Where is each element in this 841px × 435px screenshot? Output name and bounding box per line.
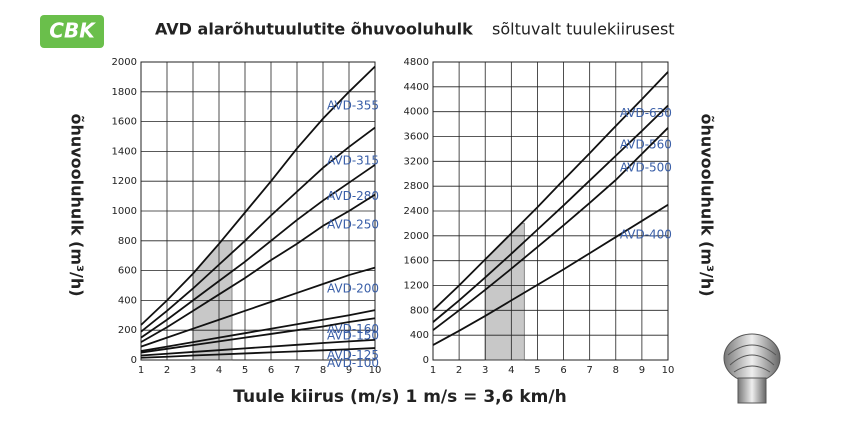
series-label: AVD-160 [327,322,379,336]
y-tick-label: 2000 [404,231,429,242]
x-tick-label: 10 [369,365,382,376]
x-tick-label: 3 [190,365,196,376]
series-label: AVD-560 [620,137,672,151]
series-line [140,65,376,326]
series-label: AVD-200 [327,282,379,296]
series-line [432,104,669,323]
x-tick-label: 4 [216,365,222,376]
series-line [140,126,376,333]
x-tick-label: 9 [346,365,352,376]
series-label: AVD-400 [620,227,672,241]
y-axis-label-right: õhuvooluhulk (m³/h) [698,113,717,296]
x-tick-label: 2 [164,365,170,376]
y-tick-label: 400 [118,295,137,306]
y-tick-label: 1200 [404,281,429,292]
series-line [140,317,376,354]
x-axis-label: Tuule kiirus (m/s) 1 m/s = 3,6 km/h [233,387,566,407]
series-line [432,127,669,331]
series-label: AVD-125 [327,348,379,362]
y-tick-label: 2400 [404,206,429,217]
series-line [140,193,376,343]
logo-text: CBK [49,19,96,43]
series-line [140,164,376,339]
series-line [432,71,669,311]
y-tick-label: 800 [410,305,429,316]
y-tick-label: 1200 [112,176,137,187]
y-tick-label: 3200 [404,156,429,167]
series-label: AVD-355 [327,98,379,112]
y-tick-label: 4800 [404,57,429,68]
series-label: AVD-630 [620,106,672,120]
x-tick-label: 6 [560,365,566,376]
x-tick-label: 10 [662,365,675,376]
title-rest: sõltuvalt tuulekiirusest [492,20,675,39]
series-label: AVD-500 [620,160,672,174]
logo: CBK [40,15,104,48]
y-tick-label: 0 [131,355,137,366]
series-label: AVD-315 [327,153,379,167]
series-line [140,347,376,359]
x-tick-label: 5 [534,365,540,376]
series-label: AVD-250 [327,218,379,232]
x-tick-label: 8 [320,365,326,376]
y-tick-label: 3600 [404,132,429,143]
x-tick-label: 5 [242,365,248,376]
x-tick-label: 7 [294,365,300,376]
title-bold: AVD alarõhutuulutite õhuvooluhulk [155,20,473,39]
y-tick-label: 600 [118,266,137,277]
x-tick-label: 7 [586,365,592,376]
x-tick-label: 3 [482,365,488,376]
y-tick-label: 1800 [112,87,137,98]
y-tick-label: 0 [423,355,429,366]
y-tick-label: 200 [118,325,137,336]
y-tick-label: 1600 [112,117,137,128]
y-tick-label: 800 [118,236,137,247]
series-label: AVD-100 [327,356,379,370]
series-line [140,338,376,357]
y-tick-label: 2800 [404,181,429,192]
x-tick-label: 6 [268,365,274,376]
y-tick-label: 2000 [112,57,137,68]
y-tick-label: 4400 [404,82,429,93]
series-line [140,266,376,348]
x-tick-label: 1 [430,365,436,376]
y-tick-label: 1400 [112,146,137,157]
ventilator-image [723,333,781,404]
x-tick-label: 2 [456,365,462,376]
x-tick-label: 9 [639,365,645,376]
y-axis-label: õhuvooluhulk (m³/h) [68,113,87,296]
x-tick-label: 1 [138,365,144,376]
series-line [140,309,376,352]
y-tick-label: 400 [410,330,429,341]
x-tick-label: 8 [613,365,619,376]
y-tick-label: 1000 [112,206,137,217]
x-tick-label: 4 [508,365,514,376]
series-line [432,204,669,346]
series-label: AVD-150 [327,329,379,343]
y-tick-label: 4000 [404,107,429,118]
y-tick-label: 1600 [404,256,429,267]
